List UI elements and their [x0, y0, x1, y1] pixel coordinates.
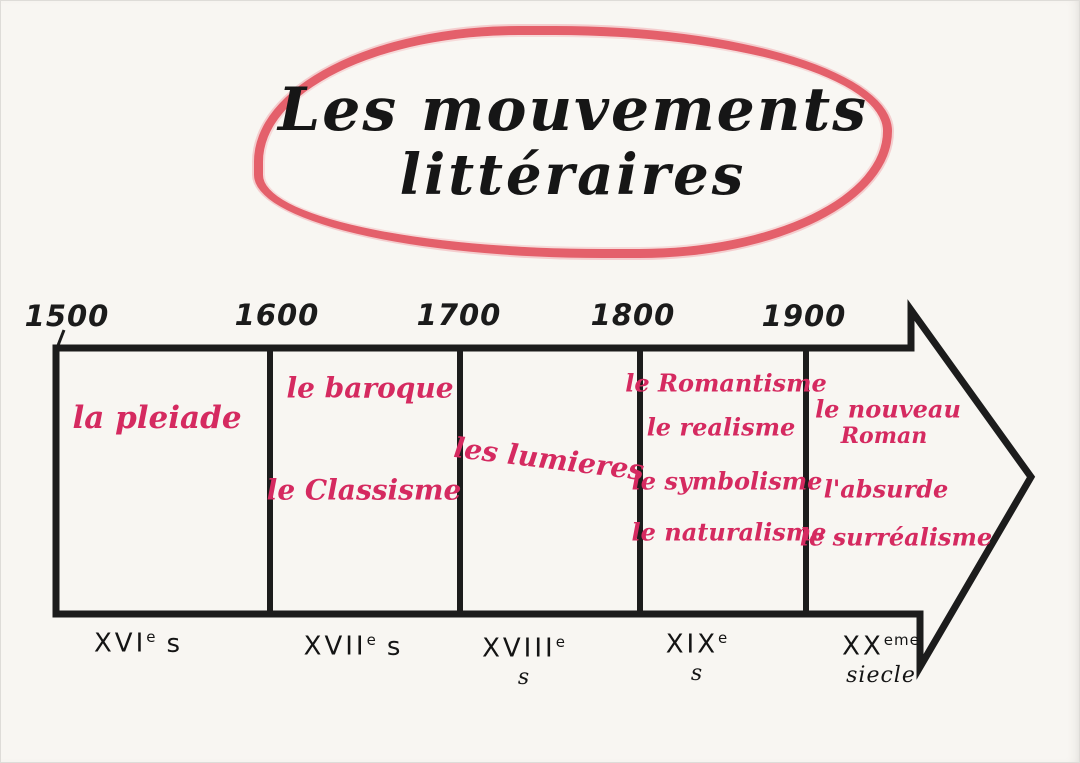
century-label-xviii: XVIIIe s [482, 633, 566, 690]
movement-le-romantisme: le Romantisme [625, 368, 827, 398]
timeline-arrow-outline [52, 299, 1036, 680]
movement-le-surrealisme: le surréalisme [799, 522, 993, 552]
century-base: XVIII [482, 633, 556, 664]
century-label-xx: XXeme siecle [842, 631, 920, 688]
century-sup: eme [883, 631, 920, 649]
century-sup: e [718, 629, 729, 647]
century-base: XIX [665, 629, 719, 660]
year-label-1900: 1900 [761, 299, 847, 333]
movement-le-realisme: le realisme [646, 412, 796, 442]
century-base: XVI [93, 628, 147, 659]
page-title-line-1: Les mouvements [278, 75, 868, 146]
century-label-xvi: XVIe s [94, 628, 180, 659]
movement-la-pleiade: la pleiade [72, 400, 242, 436]
movement-roman: Roman [840, 423, 928, 449]
page-title-line-2: littéraires [399, 142, 747, 209]
century-tail-below: siecle [846, 662, 916, 688]
century-tail: s [166, 628, 181, 659]
year-label-1700: 1700 [416, 298, 502, 332]
century-tail-below: s [690, 660, 704, 686]
century-base: XVII [303, 631, 367, 662]
century-base: XX [842, 631, 884, 662]
movement-le-nouveau: le nouveau [815, 394, 961, 424]
title-outline-blob: Les mouvements littéraires [254, 26, 892, 258]
year-label-1600: 1600 [234, 298, 320, 332]
year-label-1800: 1800 [590, 298, 676, 332]
start-tick [55, 329, 66, 349]
century-sup: e [146, 628, 157, 646]
century-label-xvii: XVIIe s [304, 631, 401, 662]
century-sup: e [366, 631, 377, 649]
year-label-1500: 1500 [24, 299, 110, 333]
movement-l-absurde: l'absurde [823, 474, 949, 504]
century-tail-below: s [517, 664, 531, 690]
movement-le-symbolisme: le symbolisme [631, 466, 823, 496]
movement-le-classisme: le Classisme [266, 473, 462, 507]
century-sup: e [555, 633, 566, 651]
century-tail: s [386, 631, 401, 662]
movement-le-naturalisme: le naturalisme [631, 517, 827, 547]
century-label-xix: XIXe s [666, 629, 729, 686]
movement-le-baroque: le baroque [286, 371, 454, 405]
